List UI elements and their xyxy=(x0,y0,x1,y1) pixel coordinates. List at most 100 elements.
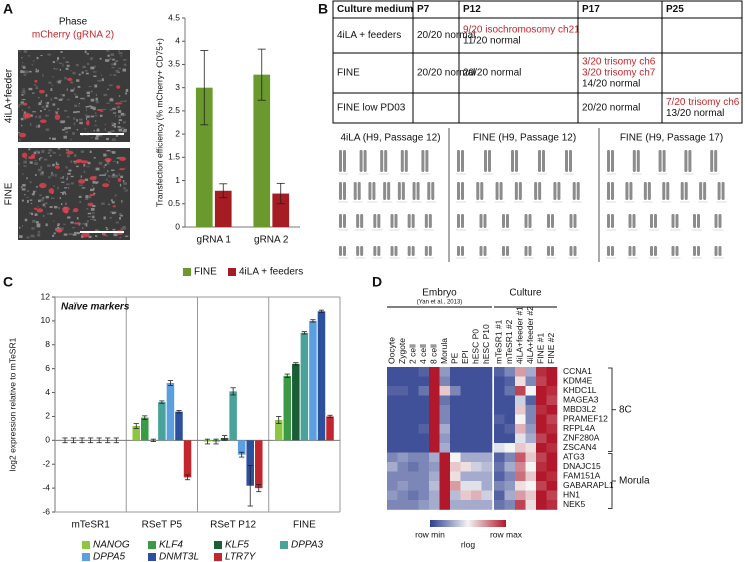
bar xyxy=(326,416,334,441)
heatmap-cell xyxy=(387,462,398,472)
cell-speck xyxy=(53,184,55,187)
cell-speck xyxy=(24,70,29,74)
cell-speck xyxy=(78,102,80,105)
heatmap-cell xyxy=(515,471,526,482)
heatmap-cell xyxy=(504,376,516,387)
chromosome xyxy=(363,150,367,172)
heatmap-cell xyxy=(429,433,440,444)
mcherry-cell xyxy=(62,206,70,212)
cell-speck xyxy=(122,121,126,124)
panel-label: B xyxy=(318,1,328,17)
heatmap-cell xyxy=(429,386,440,396)
column-label: 4iLA+feeder #2 xyxy=(525,306,535,364)
heatmap-cell xyxy=(408,462,419,472)
heatmap-cell xyxy=(387,481,398,491)
error-bar xyxy=(79,437,85,444)
cell-speck xyxy=(120,112,125,116)
cell-speck xyxy=(84,127,86,130)
cell-speck xyxy=(70,175,74,178)
mcherry-cell xyxy=(22,102,28,106)
cell-speck xyxy=(43,158,48,161)
cell-speck xyxy=(96,181,99,184)
mcherry-cell xyxy=(31,153,36,158)
cell-speck xyxy=(109,98,114,102)
heatmap-cell xyxy=(408,471,419,482)
heatmap-cell xyxy=(439,433,451,444)
heatmap-cell xyxy=(536,405,547,415)
cell-speck xyxy=(39,102,42,106)
bar xyxy=(274,420,283,441)
chromosome xyxy=(662,150,666,172)
cell-speck xyxy=(56,80,59,83)
cell-speck xyxy=(23,73,27,76)
column-label: FINE #1 xyxy=(536,333,546,364)
heatmap-cell xyxy=(387,414,398,425)
heatmap-cell xyxy=(504,414,516,425)
heatmap-cell xyxy=(525,405,537,415)
heatmap-cell xyxy=(460,452,472,463)
cell-speck xyxy=(23,160,27,164)
cell-speck xyxy=(75,63,79,67)
cell-speck xyxy=(112,122,114,125)
y-tick-label: 4 xyxy=(175,35,180,45)
error-bar xyxy=(257,48,266,101)
bar xyxy=(253,74,271,227)
chromosome xyxy=(573,214,577,228)
bar xyxy=(166,383,175,441)
cell-speck xyxy=(31,193,35,196)
cell-speck xyxy=(119,183,122,187)
cell-speck xyxy=(32,60,35,62)
mcherry-cell xyxy=(63,210,69,214)
image-row-label: FINE xyxy=(4,182,15,205)
cell-speck xyxy=(36,86,38,88)
cell-speck xyxy=(111,201,115,204)
heatmap-cell xyxy=(439,376,451,387)
column-label: mTeSR1 #2 xyxy=(504,319,514,364)
cell-speck xyxy=(118,50,120,52)
heatmap-cell xyxy=(439,471,451,482)
cell-speck xyxy=(82,65,86,69)
cell-speck xyxy=(60,120,64,124)
chromosome xyxy=(528,246,532,256)
chromosome xyxy=(636,150,640,172)
cell-speck xyxy=(67,216,71,219)
cell-speck xyxy=(79,121,83,125)
legend-label: DPPA5 xyxy=(93,552,125,562)
cell-speck xyxy=(48,81,52,84)
heatmap-cell xyxy=(387,395,398,406)
cell-speck xyxy=(70,221,74,224)
chromosome xyxy=(538,150,541,172)
heatmap-cell xyxy=(408,443,419,453)
heatmap-cell xyxy=(397,376,409,387)
heatmap-cell xyxy=(460,481,472,491)
heatmap-cell xyxy=(525,386,537,396)
cell-speck xyxy=(52,75,54,78)
heatmap-cell xyxy=(397,424,409,434)
cell-speck xyxy=(57,227,62,229)
cell-speck xyxy=(118,110,122,113)
chromosome xyxy=(647,182,651,200)
panel-label: D xyxy=(372,274,382,290)
cell-speck xyxy=(45,128,50,131)
heatmap-cell xyxy=(397,405,409,415)
cell-speck xyxy=(34,213,38,216)
cell-speck xyxy=(90,207,95,211)
heatmap-cell xyxy=(397,490,409,501)
heatmap-cell xyxy=(546,500,558,510)
heatmap-cell xyxy=(397,452,409,463)
chromosome xyxy=(680,182,684,200)
chromosome xyxy=(343,150,346,172)
error-bar xyxy=(327,414,333,419)
heatmap-cell xyxy=(460,500,472,510)
heatmap-cell xyxy=(536,462,547,472)
x-tick-label: RSeT P5 xyxy=(142,520,183,531)
image-column-label: mCherry (gRNA 2) xyxy=(32,30,114,41)
cell-speck xyxy=(85,106,90,108)
heatmap-cell xyxy=(471,443,482,453)
cell-speck xyxy=(47,110,51,112)
heatmap-cell xyxy=(515,443,526,453)
cell-speck xyxy=(101,202,105,205)
y-tick-label: 8 xyxy=(45,339,50,349)
cell-speck xyxy=(122,227,127,230)
